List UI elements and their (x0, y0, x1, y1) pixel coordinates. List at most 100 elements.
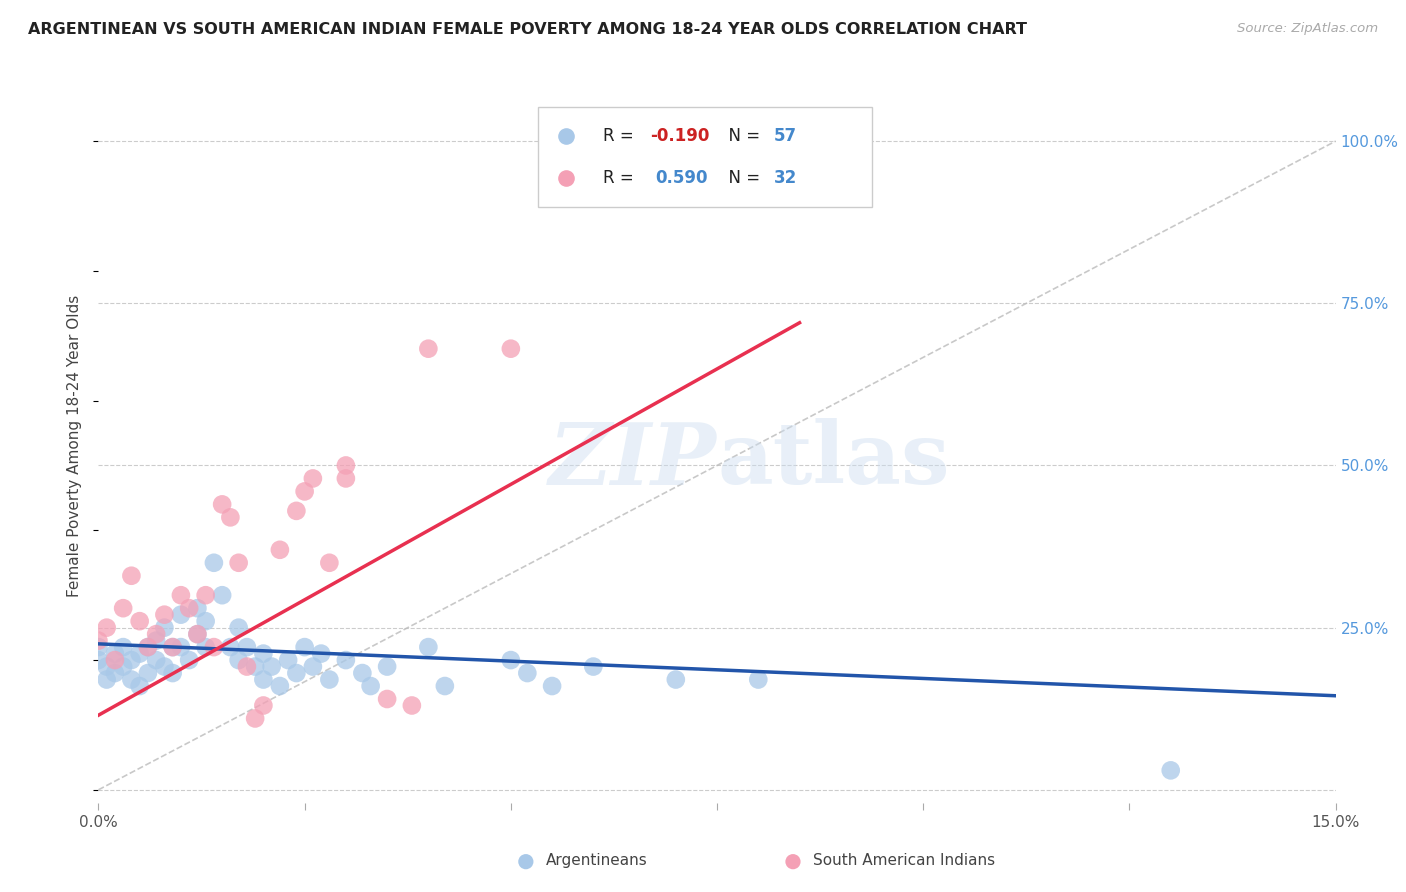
Point (211, 588, 233, 602)
Point (219, 510, 242, 524)
Point (252, 698, 274, 713)
Point (202, 556, 225, 570)
Point (243, 711, 266, 725)
Point (375, 659, 398, 673)
Point (499, 653, 522, 667)
Point (228, 621, 250, 635)
Point (302, 659, 325, 673)
Text: ARGENTINEAN VS SOUTH AMERICAN INDIAN FEMALE POVERTY AMONG 18-24 YEAR OLDS CORREL: ARGENTINEAN VS SOUTH AMERICAN INDIAN FEM… (28, 22, 1028, 37)
Point (87, 653, 110, 667)
Point (401, 698, 423, 713)
Point (302, 471, 325, 485)
Point (153, 659, 176, 673)
Point (228, 556, 250, 570)
Point (96, 659, 118, 673)
Point (186, 627, 208, 641)
Point (186, 627, 208, 641)
Point (285, 666, 308, 681)
Point (269, 679, 291, 693)
Point (418, 640, 440, 654)
Text: South American Indians: South American Indians (813, 854, 995, 868)
Point (162, 640, 184, 654)
Point (87, 633, 110, 648)
Point (104, 647, 127, 661)
Point (112, 659, 135, 673)
Point (194, 640, 217, 654)
Point (228, 653, 250, 667)
Point (335, 471, 357, 485)
Point (202, 640, 225, 654)
Point (194, 588, 217, 602)
Point (665, 673, 688, 687)
Point (318, 556, 340, 570)
Point (186, 601, 208, 615)
Y-axis label: Female Poverty Among 18-24 Year Olds: Female Poverty Among 18-24 Year Olds (67, 295, 83, 597)
Point (162, 666, 184, 681)
Point (128, 647, 150, 661)
Point (170, 607, 193, 622)
Text: 32: 32 (773, 169, 797, 187)
Point (153, 607, 176, 622)
Point (309, 647, 332, 661)
Point (375, 692, 398, 706)
Text: Argentineans: Argentineans (546, 854, 647, 868)
Point (128, 679, 150, 693)
Point (335, 653, 357, 667)
Point (153, 621, 176, 635)
Point (499, 342, 522, 356)
Point (104, 666, 127, 681)
Point (136, 640, 159, 654)
Point (352, 666, 374, 681)
Point (236, 640, 259, 654)
Text: N =: N = (718, 127, 766, 145)
Point (515, 855, 537, 869)
Point (194, 614, 217, 628)
FancyBboxPatch shape (537, 107, 872, 207)
Point (360, 679, 382, 693)
Point (128, 614, 150, 628)
Point (318, 673, 340, 687)
Text: ZIP: ZIP (550, 418, 717, 502)
Point (516, 666, 538, 681)
Point (294, 640, 316, 654)
Point (541, 679, 564, 693)
Text: R =: R = (603, 169, 644, 187)
Point (335, 458, 357, 473)
Point (418, 342, 440, 356)
Point (1160, 764, 1182, 778)
Point (252, 647, 274, 661)
Text: N =: N = (718, 169, 766, 187)
Text: 57: 57 (773, 127, 797, 145)
Point (294, 484, 316, 499)
Point (236, 659, 259, 673)
Point (112, 601, 135, 615)
Point (136, 666, 159, 681)
Point (211, 497, 233, 511)
Text: atlas: atlas (717, 418, 949, 502)
Point (277, 653, 299, 667)
Point (136, 640, 159, 654)
Point (145, 627, 167, 641)
Point (170, 640, 193, 654)
Point (120, 673, 142, 687)
Text: 0.590: 0.590 (655, 169, 707, 187)
Point (112, 640, 135, 654)
Point (179, 653, 201, 667)
Point (87, 640, 110, 654)
Point (162, 640, 184, 654)
Point (747, 673, 769, 687)
Point (269, 542, 291, 557)
Point (120, 568, 142, 582)
Text: Source: ZipAtlas.com: Source: ZipAtlas.com (1237, 22, 1378, 36)
Point (145, 633, 167, 648)
Point (96, 621, 118, 635)
Point (145, 653, 167, 667)
Point (104, 653, 127, 667)
Point (782, 855, 804, 869)
Point (252, 673, 274, 687)
Point (433, 679, 456, 693)
Text: R =: R = (603, 127, 640, 145)
Point (179, 601, 201, 615)
Point (582, 659, 605, 673)
Point (170, 588, 193, 602)
